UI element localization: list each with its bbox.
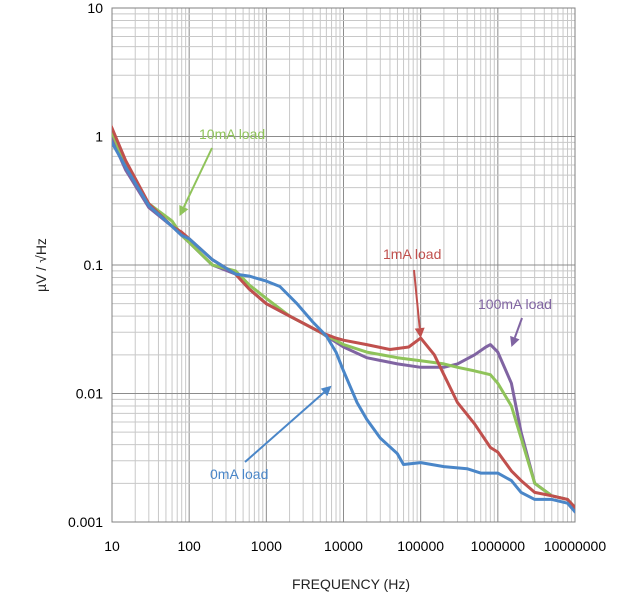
x-tick-label: 100000: [397, 538, 444, 554]
annotation-arrow-head: [179, 204, 189, 217]
x-tick-label: 10000: [324, 538, 363, 554]
annotation-arrow-head: [414, 327, 425, 339]
x-tick-label: 1000000: [471, 538, 526, 554]
annotation-arrow-head: [510, 335, 520, 348]
x-tick-label: 100: [177, 538, 201, 554]
annotation-label: 1mA load: [383, 246, 441, 262]
series-line-0ma-load: [112, 139, 575, 514]
y-tick-label: 0.01: [76, 386, 103, 402]
y-tick-label: 0.1: [84, 257, 104, 273]
annotation-arrow-head: [320, 385, 332, 397]
y-axis-title: µV / √Hz: [33, 238, 49, 292]
x-axis-title: FREQUENCY (Hz): [292, 576, 410, 592]
series-layer: [112, 124, 575, 514]
x-tick-labels: 10 100 1000 10000 100000 1000000 10000000: [104, 538, 606, 554]
y-tick-label: 1: [95, 129, 103, 145]
x-tick-label: 1000: [251, 538, 282, 554]
annotation-arrow-line: [413, 269, 421, 329]
annotation-arrow-line: [182, 147, 213, 208]
y-tick-labels: 10 1 0.1 0.01 0.001: [68, 0, 103, 530]
annotation-arrow-line: [244, 391, 325, 463]
plot-frame: [111, 7, 576, 523]
annotation-arrow-line: [513, 317, 523, 338]
x-tick-label: 10: [104, 538, 120, 554]
annotations-layer: 10mA load 1mA load 100mA load 0mA load: [179, 126, 552, 482]
annotation-label: 0mA load: [210, 466, 268, 482]
y-tick-label: 0.001: [68, 514, 103, 530]
annotation-label: 10mA load: [199, 126, 265, 142]
x-tick-label: 10000000: [544, 538, 607, 554]
annotation-label: 100mA load: [478, 296, 552, 312]
y-tick-label: 10: [87, 0, 103, 16]
series-line-1ma-load: [112, 124, 575, 509]
series-line-100ma-load: [112, 135, 575, 514]
plot-grid: [111, 7, 576, 523]
